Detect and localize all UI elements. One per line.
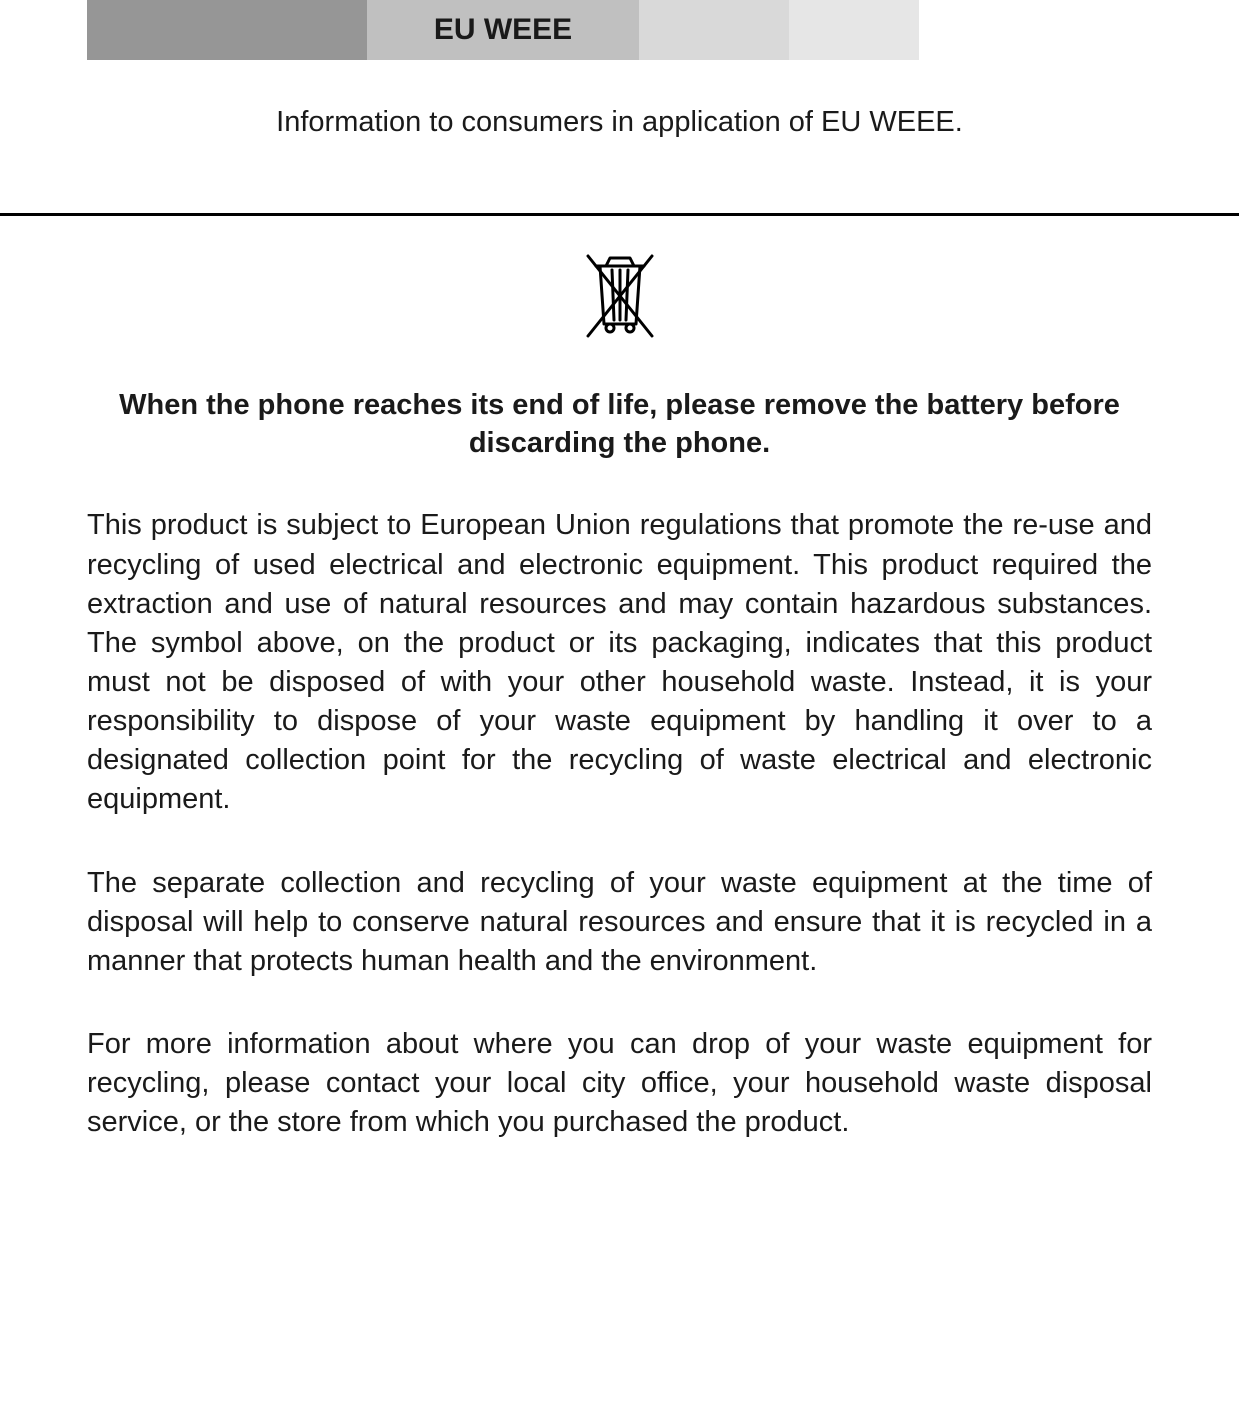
weee-icon-container xyxy=(0,246,1239,351)
horizontal-rule xyxy=(0,213,1239,216)
body-paragraph-1: This product is subject to European Unio… xyxy=(87,506,1152,819)
header-band-segment-middle: EU WEEE xyxy=(367,0,639,60)
subtitle-text: Information to consumers in application … xyxy=(87,106,1152,139)
header-band-segment-right1 xyxy=(639,0,789,60)
header-title: EU WEEE xyxy=(434,13,572,47)
header-band-segment-left xyxy=(87,0,367,60)
document-page: EU WEEE Information to consumers in appl… xyxy=(0,0,1239,1142)
bold-instruction: When the phone reaches its end of life, … xyxy=(87,387,1152,462)
header-band-segment-right2 xyxy=(789,0,919,60)
body-paragraph-3: For more information about where you can… xyxy=(87,1025,1152,1142)
body-paragraph-2: The separate collection and recycling of… xyxy=(87,864,1152,981)
header-band: EU WEEE xyxy=(87,0,1152,60)
weee-crossed-bin-icon xyxy=(570,246,670,351)
